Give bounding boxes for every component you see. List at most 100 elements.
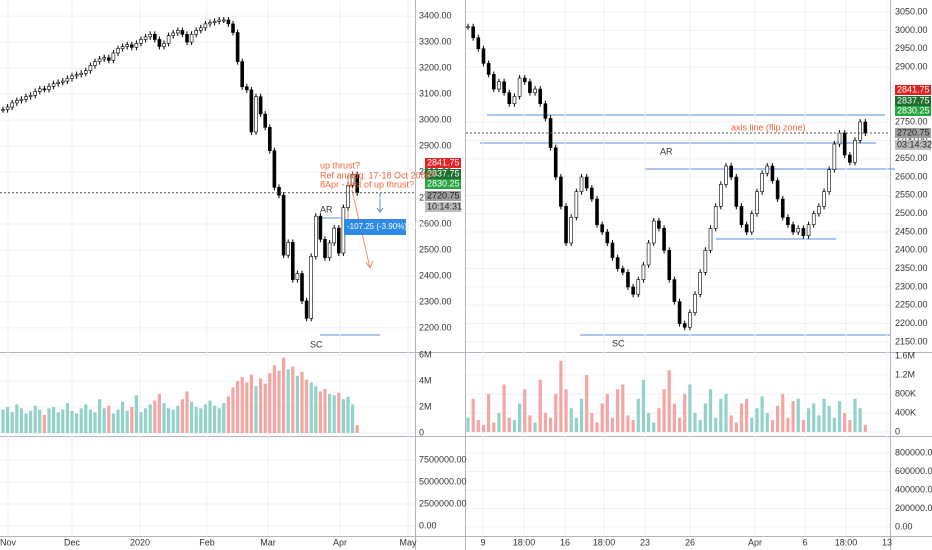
volume-bar xyxy=(61,409,65,433)
candle xyxy=(79,72,83,75)
candle xyxy=(199,27,203,31)
volume-bar xyxy=(523,389,527,432)
volume-bar xyxy=(139,412,143,433)
candle xyxy=(88,65,93,71)
y-tick-label: 6M xyxy=(419,349,432,359)
y-tick-label: 3400.00 xyxy=(419,10,452,20)
volume-bar xyxy=(52,407,56,433)
y-tick-label: 3050.00 xyxy=(895,6,928,16)
volume-bar xyxy=(693,413,697,432)
volume-bar xyxy=(263,383,267,433)
candle xyxy=(226,19,231,25)
volume-bar xyxy=(657,408,661,432)
candle xyxy=(564,206,568,244)
volume-bar xyxy=(776,405,780,432)
candle xyxy=(749,213,754,233)
volume-bar xyxy=(328,394,332,433)
candle xyxy=(770,165,775,181)
volume-bar xyxy=(337,392,341,433)
volume-bar xyxy=(341,399,345,433)
volume-bar xyxy=(719,398,723,432)
candle xyxy=(801,228,806,236)
y-tick-label: 0 xyxy=(419,427,424,437)
annotation: Ref analog: 17-18 Oct 2008? xyxy=(320,170,436,180)
volume-bar xyxy=(65,403,69,433)
candle xyxy=(33,91,38,96)
candle xyxy=(189,33,194,43)
candle xyxy=(70,75,74,79)
volume-bar xyxy=(822,398,826,432)
volume-bar xyxy=(703,403,707,432)
volume-bar xyxy=(6,407,10,433)
volume-bar xyxy=(548,417,553,432)
volume-bar xyxy=(812,403,816,432)
candle xyxy=(267,127,272,152)
candle xyxy=(481,48,486,64)
price-tag-label: 03:14:32 xyxy=(897,139,932,149)
volume-bar xyxy=(111,413,115,433)
candle xyxy=(693,293,697,313)
volume-bar xyxy=(176,405,180,433)
candle xyxy=(350,174,355,186)
candle xyxy=(139,39,143,44)
price-tag xyxy=(895,140,931,150)
volume-bar xyxy=(107,405,111,433)
y-tick-label: 2350.00 xyxy=(895,263,928,273)
volume-bar xyxy=(554,394,558,432)
candle xyxy=(185,33,189,43)
y-tick-label: 2400.00 xyxy=(419,270,452,280)
candle xyxy=(631,286,635,295)
candle xyxy=(476,37,481,50)
y-tick-label: 2700.00 xyxy=(895,135,928,145)
volume-bar xyxy=(231,387,235,433)
x-tick-label: 6 xyxy=(802,537,807,547)
volume-bar xyxy=(672,403,676,432)
candle xyxy=(579,176,584,192)
volume-bar xyxy=(683,394,687,432)
volume-bar xyxy=(318,391,322,433)
candle xyxy=(304,300,309,319)
price-tag xyxy=(895,85,931,95)
volume-bar xyxy=(249,374,253,433)
volume-bar xyxy=(185,391,189,433)
y-tick-label: 800000.00 xyxy=(895,447,932,457)
candle xyxy=(471,26,475,39)
x-tick-label: May xyxy=(399,537,417,547)
volume-bar xyxy=(796,398,800,432)
candle xyxy=(517,77,522,97)
candle xyxy=(677,301,682,324)
volume-bar xyxy=(116,409,120,433)
volume-bar xyxy=(314,386,318,433)
volume-bar xyxy=(305,379,309,433)
volume-bar xyxy=(300,371,304,433)
volume-bar xyxy=(729,415,733,432)
volume-bar xyxy=(130,407,134,433)
volume-bar xyxy=(801,420,805,432)
candle xyxy=(295,273,300,280)
y-tick-label: 200000.00 xyxy=(895,503,932,513)
y-tick-label: 2950.00 xyxy=(895,43,928,53)
x-tick-label: 13 xyxy=(882,537,892,547)
candle xyxy=(755,191,759,214)
candle xyxy=(290,242,295,280)
candle xyxy=(708,228,713,251)
candle xyxy=(60,80,65,83)
candle xyxy=(667,250,672,280)
x-tick-label: Dec xyxy=(64,537,81,547)
candle xyxy=(327,242,332,259)
price-tag-label: 2830.25 xyxy=(427,178,460,188)
volume-bar xyxy=(295,375,299,433)
volume-bar xyxy=(29,410,33,433)
volume-bar xyxy=(70,410,74,433)
volume-bar xyxy=(144,408,148,433)
candle xyxy=(249,89,254,133)
volume-bar xyxy=(24,413,28,433)
candle xyxy=(203,23,208,29)
volume-bar xyxy=(291,366,295,433)
candle xyxy=(116,48,120,54)
price-tag xyxy=(895,128,931,138)
candle xyxy=(734,176,739,207)
volume-bar xyxy=(559,360,563,432)
